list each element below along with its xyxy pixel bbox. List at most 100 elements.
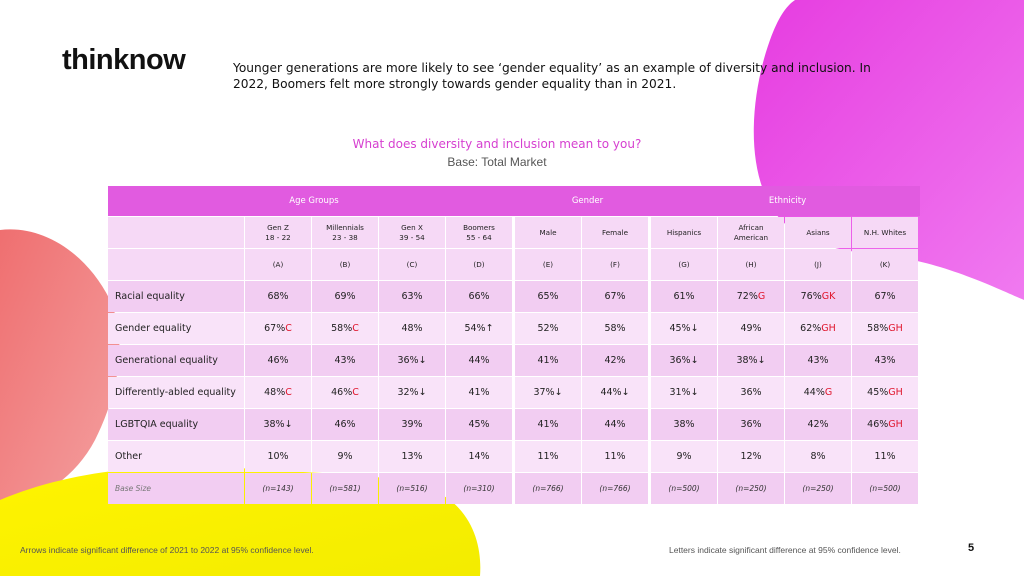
column-letter: (F) bbox=[582, 249, 648, 280]
base-size-cell: (n=143) bbox=[245, 473, 311, 504]
table-cell: 46% C bbox=[312, 377, 378, 408]
table-cell: 38%↓ bbox=[718, 345, 784, 376]
table-cell: 43% bbox=[852, 345, 918, 376]
table-row: Racial equality 68% 69% 63% 66% 65% 67% 61% 72% G… bbox=[108, 281, 920, 312]
table-cell: 43% bbox=[785, 345, 851, 376]
table-row: Differently-abled equality 48% C 46% C 32%↓ 41… bbox=[108, 377, 920, 408]
survey-question: What does diversity and inclusion mean t… bbox=[352, 137, 642, 151]
column-letter: (B) bbox=[312, 249, 378, 280]
table-cell: 48% C bbox=[245, 377, 311, 408]
table-cell: 46% bbox=[245, 345, 311, 376]
table-cell: 44% bbox=[446, 345, 512, 376]
table-row: Other 10% 9% 13% 14% 11% 11% 9% 12% 8% 11% bbox=[108, 441, 920, 472]
table-cell: 58% C bbox=[312, 313, 378, 344]
table-cell: 42% bbox=[785, 409, 851, 440]
table-cell: 44% bbox=[582, 409, 648, 440]
column-header: Female bbox=[582, 217, 648, 248]
table-cell: 67% bbox=[852, 281, 918, 312]
column-header: Hispanics bbox=[651, 217, 717, 248]
column-letter: (C) bbox=[379, 249, 445, 280]
row-label: Other bbox=[108, 441, 244, 472]
table-cell: 72% G bbox=[718, 281, 784, 312]
column-letter-row: (A) (B) (C) (D) (E) (F) (G) (H) (J) (K) bbox=[108, 249, 920, 280]
table-cell: 44%↓ bbox=[582, 377, 648, 408]
table-cell: 36%↓ bbox=[651, 345, 717, 376]
column-letter-blank bbox=[108, 249, 244, 280]
table-cell: 12% bbox=[718, 441, 784, 472]
base-size-cell: (n=516) bbox=[379, 473, 445, 504]
table-row: LGBTQIA equality 38%↓ 46% 39% 45% 41% 44% 38% 36… bbox=[108, 409, 920, 440]
column-header: N.H. Whites bbox=[852, 217, 918, 248]
table-cell: 63% bbox=[379, 281, 445, 312]
base-size-cell: (n=310) bbox=[446, 473, 512, 504]
table-cell: 49% bbox=[718, 313, 784, 344]
table-cell: 31%↓ bbox=[651, 377, 717, 408]
table-cell: 68% bbox=[245, 281, 311, 312]
base-size-cell: (n=500) bbox=[651, 473, 717, 504]
table-cell: 58% GH bbox=[852, 313, 918, 344]
base-size-cell: (n=766) bbox=[582, 473, 648, 504]
table-cell: 69% bbox=[312, 281, 378, 312]
column-letter: (H) bbox=[718, 249, 784, 280]
base-size-cell: (n=581) bbox=[312, 473, 378, 504]
table-cell: 61% bbox=[651, 281, 717, 312]
table-cell: 58% bbox=[582, 313, 648, 344]
table-cell: 66% bbox=[446, 281, 512, 312]
table-cell: 67% bbox=[582, 281, 648, 312]
row-label: Gender equality bbox=[108, 313, 244, 344]
column-letter: (K) bbox=[852, 249, 918, 280]
base-size-cell: (n=500) bbox=[852, 473, 918, 504]
base-size-cell: (n=766) bbox=[515, 473, 581, 504]
row-label: Racial equality bbox=[108, 281, 244, 312]
table-cell: 9% bbox=[312, 441, 378, 472]
base-size-row: Base Size (n=143) (n=581) (n=516) (n=310) (n=… bbox=[108, 473, 920, 504]
table-cell: 37%↓ bbox=[515, 377, 581, 408]
column-letter: (A) bbox=[245, 249, 311, 280]
table-cell: 36% bbox=[718, 377, 784, 408]
table-cell: 44% G bbox=[785, 377, 851, 408]
column-header-row: Gen Z 18 - 22 Millennials 23 - 38 Gen X 39 - … bbox=[108, 217, 920, 248]
table-cell: 38%↓ bbox=[245, 409, 311, 440]
group-header-row: Age Groups Gender Ethnicity bbox=[108, 186, 920, 216]
table-body: Gen Z 18 - 22 Millennials 23 - 38 Gen X 39 - … bbox=[108, 217, 920, 504]
column-letter: (G) bbox=[651, 249, 717, 280]
table-cell: 36% bbox=[718, 409, 784, 440]
results-table: Age Groups Gender Ethnicity Gen Z 18 - 22… bbox=[108, 186, 920, 504]
table-row: Gender equality 67% C 58% C 48% 54%↑ 52% 58% 45%↓… bbox=[108, 313, 920, 344]
table-cell: 43% bbox=[312, 345, 378, 376]
base-label: Base: Total Market bbox=[447, 155, 547, 169]
slide-headline: Younger generations are more likely to s… bbox=[233, 61, 871, 91]
table-cell: 9% bbox=[651, 441, 717, 472]
table-cell: 38% bbox=[651, 409, 717, 440]
row-label: LGBTQIA equality bbox=[108, 409, 244, 440]
table-cell: 45% GH bbox=[852, 377, 918, 408]
column-header: Millennials 23 - 38 bbox=[312, 217, 378, 248]
column-header: Asians bbox=[785, 217, 851, 248]
table-cell: 48% bbox=[379, 313, 445, 344]
table-cell: 42% bbox=[582, 345, 648, 376]
row-label: Generational equality bbox=[108, 345, 244, 376]
table-cell: 45%↓ bbox=[651, 313, 717, 344]
table-cell: 62% GH bbox=[785, 313, 851, 344]
table-cell: 14% bbox=[446, 441, 512, 472]
table-cell: 41% bbox=[515, 409, 581, 440]
column-header: Boomers 55 - 64 bbox=[446, 217, 512, 248]
base-size-label: Base Size bbox=[108, 473, 244, 504]
table-cell: 11% bbox=[852, 441, 918, 472]
table-cell: 10% bbox=[245, 441, 311, 472]
table-cell: 11% bbox=[515, 441, 581, 472]
column-header-blank bbox=[108, 217, 244, 248]
table-cell: 67% C bbox=[245, 313, 311, 344]
table-cell: 54%↑ bbox=[446, 313, 512, 344]
table-cell: 8% bbox=[785, 441, 851, 472]
table-cell: 65% bbox=[515, 281, 581, 312]
group-header-age: Age Groups bbox=[108, 186, 520, 216]
thinknow-logo: thinknow bbox=[62, 44, 186, 76]
table-cell: 32%↓ bbox=[379, 377, 445, 408]
table-cell: 13% bbox=[379, 441, 445, 472]
table-cell: 11% bbox=[582, 441, 648, 472]
table-cell: 41% bbox=[446, 377, 512, 408]
base-size-cell: (n=250) bbox=[718, 473, 784, 504]
footnote-letters: Letters indicate significant difference … bbox=[669, 545, 901, 555]
column-letter: (J) bbox=[785, 249, 851, 280]
